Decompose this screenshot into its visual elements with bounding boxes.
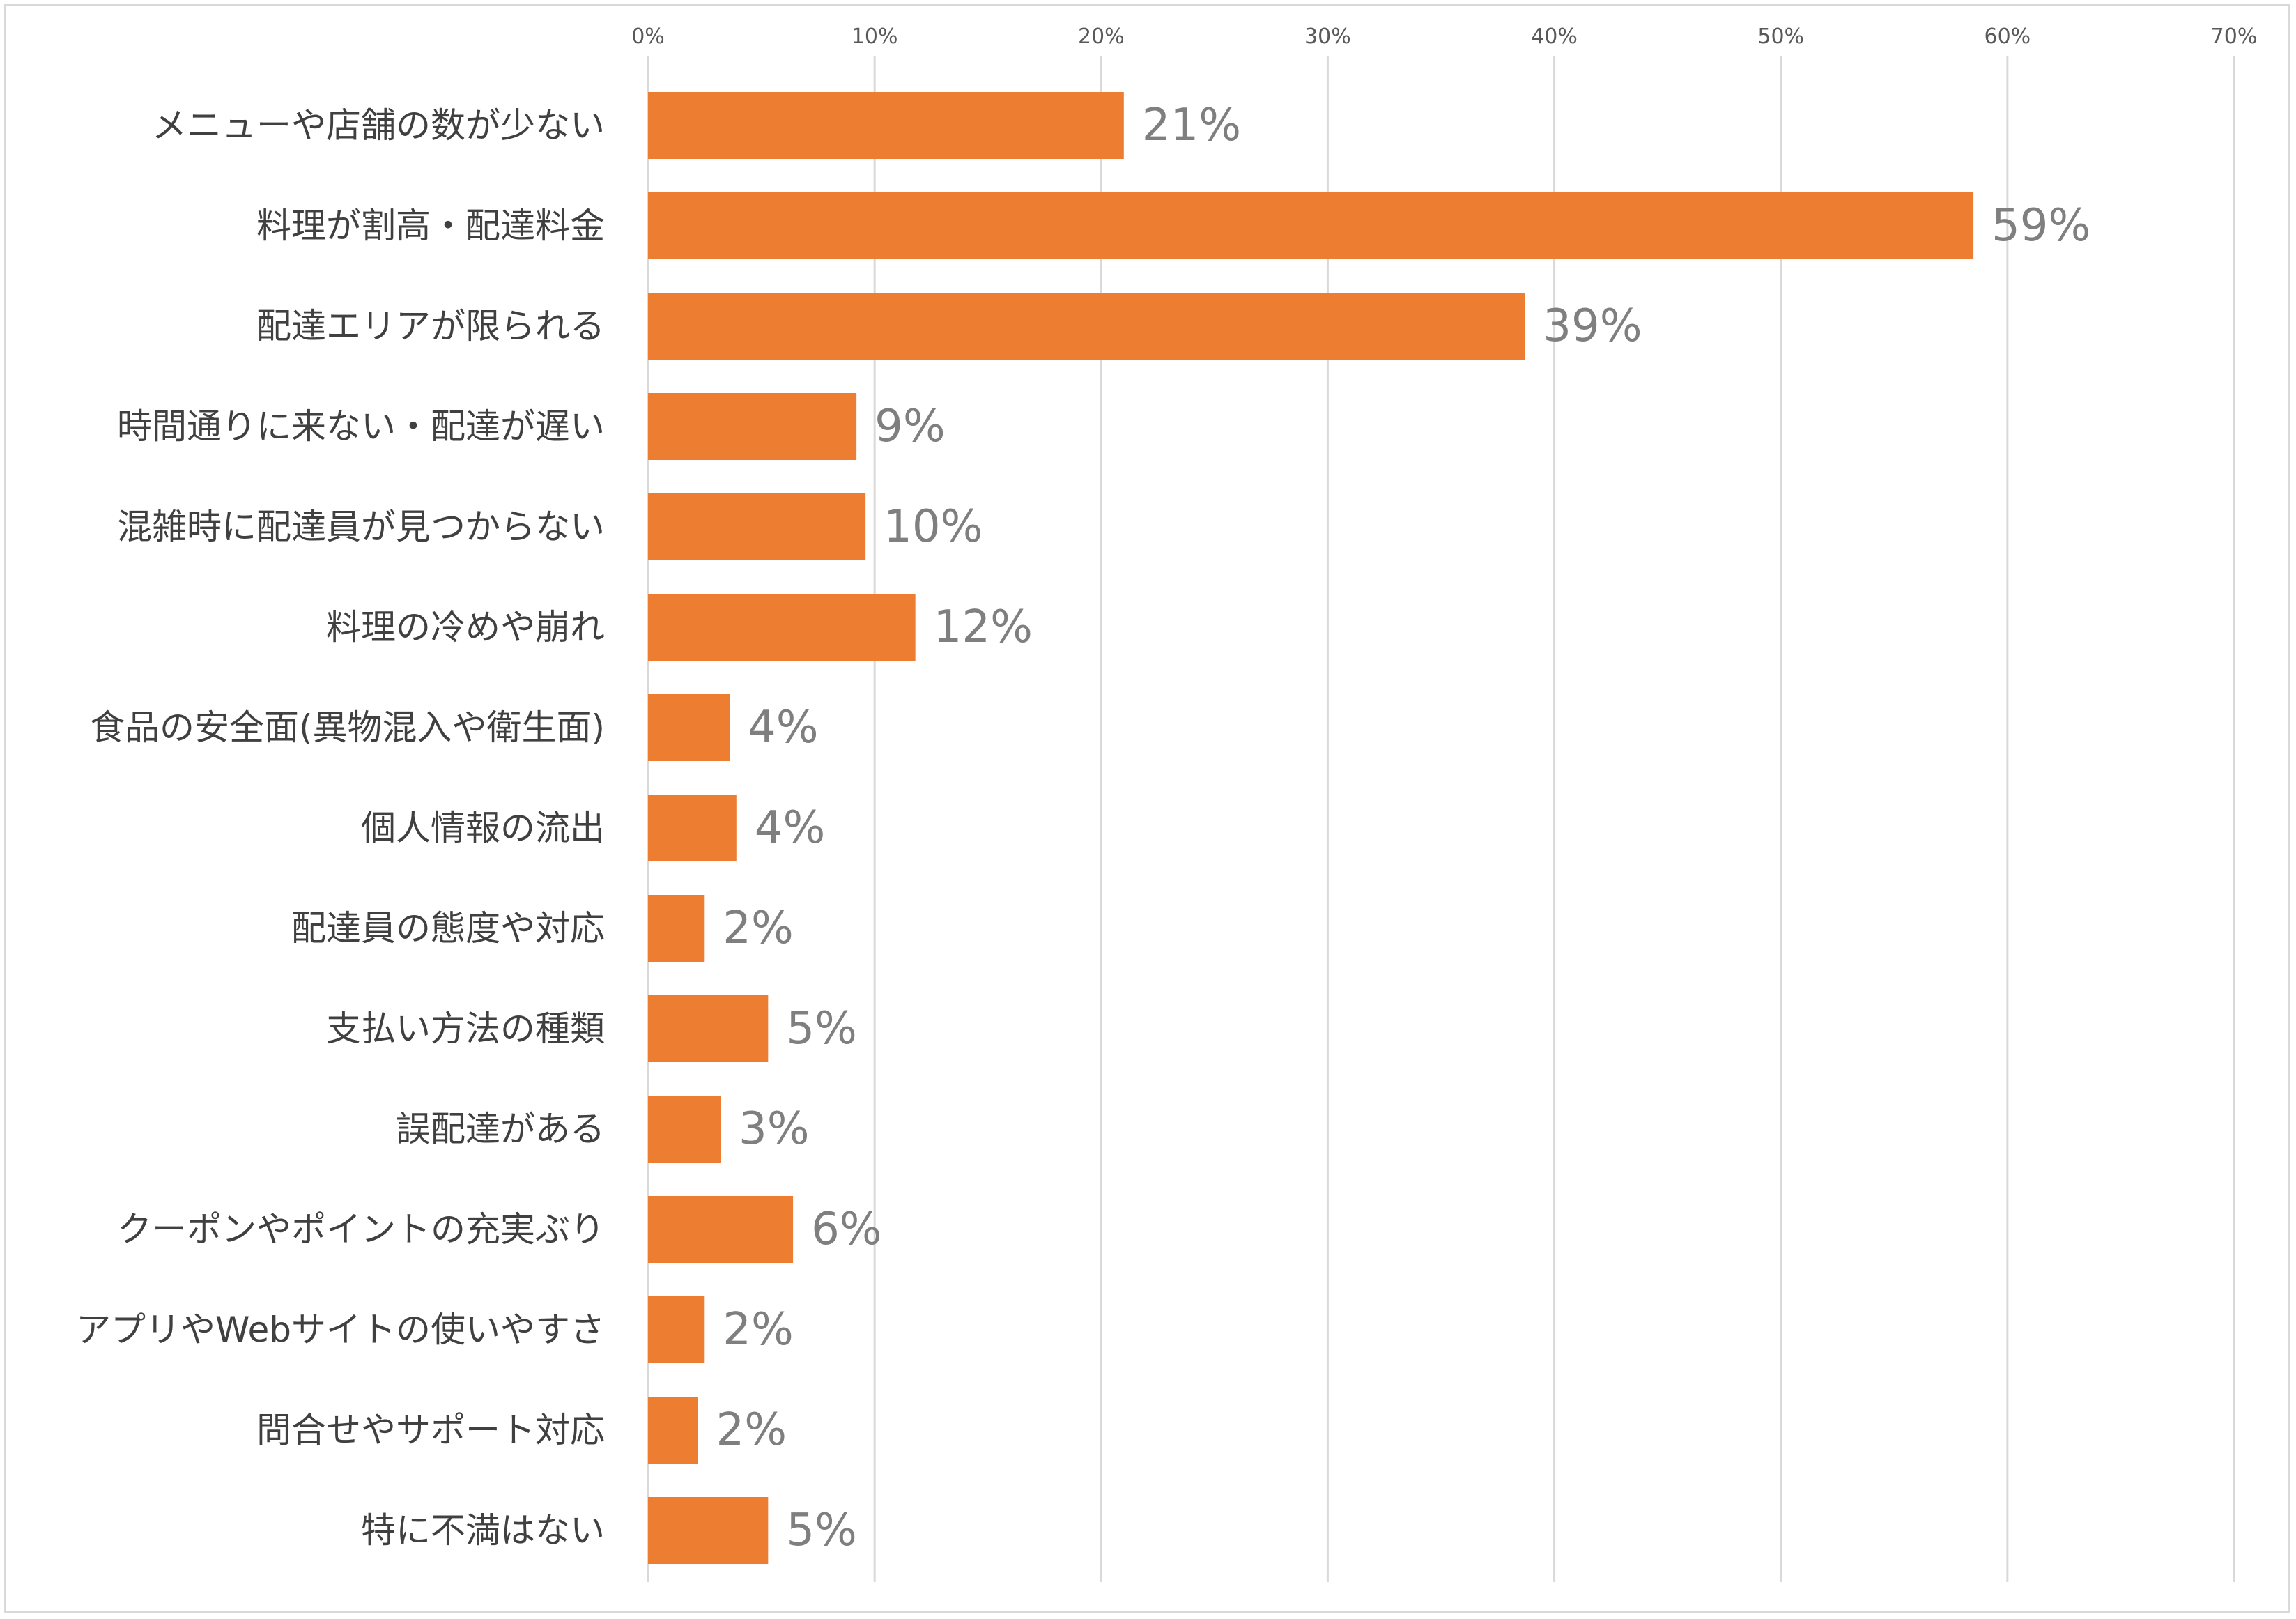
bar: [648, 192, 1974, 259]
category-label: クーポンやポイントの充実ぶり: [117, 1209, 605, 1250]
x-tick-label: 30%: [1304, 24, 1351, 49]
category-label: 配達エリアが限られる: [256, 306, 605, 346]
gridlines: [647, 56, 2235, 1582]
data-label: 5%: [786, 1003, 857, 1054]
bar: [648, 1497, 769, 1564]
data-label: 2%: [716, 1404, 787, 1456]
bar: [648, 594, 916, 661]
bar: [648, 995, 769, 1062]
category-label: 料理が割高・配達料金: [256, 206, 605, 246]
category-label: 支払い方法の種類: [326, 1008, 605, 1049]
data-label: 3%: [739, 1103, 810, 1155]
category-label: 配達員の態度や対応: [291, 908, 605, 949]
category-label: メニューや店舗の数が少ない: [152, 105, 605, 146]
category-label: 食品の安全面(異物混入や衛生面): [90, 707, 605, 748]
category-label: アプリやWebサイトの使いやすさ: [76, 1310, 605, 1350]
bar: [648, 1296, 705, 1363]
data-label: 2%: [723, 1304, 794, 1356]
bar: [648, 493, 866, 560]
bar: [648, 92, 1124, 159]
category-label: 誤配達がある: [396, 1109, 605, 1149]
data-label: 9%: [875, 401, 946, 452]
x-tick-label: 10%: [852, 24, 898, 49]
x-tick-label: 70%: [2211, 24, 2258, 49]
bars: [648, 92, 1974, 1564]
bar: [648, 1196, 794, 1263]
data-label: 2%: [723, 903, 794, 954]
category-label: 特に不満はない: [361, 1510, 605, 1551]
data-label: 5%: [786, 1505, 857, 1556]
chart-frame: [4, 4, 2290, 1613]
bar: [648, 795, 737, 861]
category-label: 時間通りに来ない・配達が遅い: [117, 406, 605, 447]
data-label: 6%: [811, 1204, 882, 1255]
x-axis-ticks: 0% 10% 20% 30% 40% 50% 60% 70%: [631, 24, 2257, 49]
data-label: 21%: [1142, 100, 1241, 151]
x-tick-label: 0%: [631, 24, 665, 49]
data-label: 12%: [934, 601, 1033, 653]
bar: [648, 1096, 721, 1163]
bar: [648, 895, 705, 962]
data-label: 59%: [1991, 200, 2090, 252]
x-tick-label: 50%: [1757, 24, 1804, 49]
data-labels: 21% 59% 39% 9% 10% 12% 4% 4% 2% 5% 3%6% 2% 2% 5%: [716, 100, 2091, 1556]
data-label: 4%: [748, 702, 819, 753]
data-label: 10%: [884, 501, 983, 553]
bar: [648, 1397, 698, 1464]
category-label: 問合せやサポート対応: [256, 1410, 605, 1450]
bar: [648, 293, 1525, 360]
x-tick-label: 20%: [1078, 24, 1125, 49]
x-tick-label: 60%: [1985, 24, 2031, 49]
data-label: 39%: [1543, 300, 1642, 352]
data-label: 4%: [755, 802, 826, 854]
bar: [648, 694, 730, 761]
x-tick-label: 40%: [1531, 24, 1578, 49]
bar: [648, 393, 857, 460]
category-label: 個人情報の流出: [361, 808, 605, 848]
category-label: 料理の冷めや崩れ: [326, 607, 605, 647]
category-label: 混雑時に配達員が見つからない: [117, 507, 605, 547]
category-labels: メニューや店舗の数が少ない料理が割高・配達料金配達エリアが限られる時間通りに来な…: [76, 105, 605, 1551]
